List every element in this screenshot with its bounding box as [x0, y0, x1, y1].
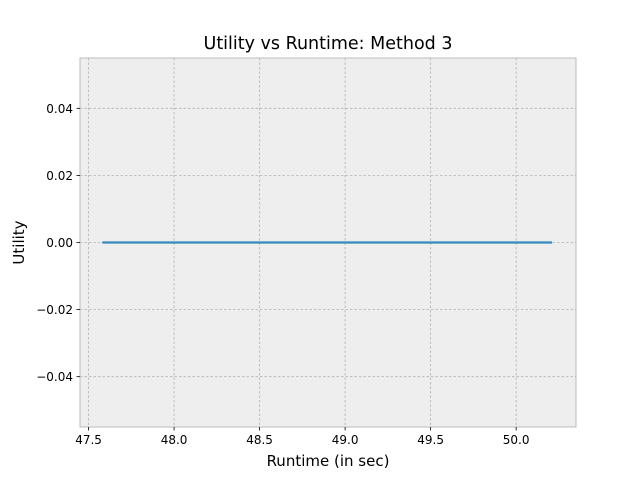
y-tick-label: −0.02 — [36, 303, 73, 317]
x-tick-label: 50.0 — [503, 433, 530, 447]
chart-title: Utility vs Runtime: Method 3 — [204, 34, 453, 54]
x-tick-label: 49.0 — [332, 433, 359, 447]
x-tick-label: 48.0 — [161, 433, 188, 447]
y-tick-label: 0.04 — [46, 102, 73, 116]
x-tick-label: 48.5 — [246, 433, 273, 447]
y-axis-label: Utility — [10, 220, 28, 264]
y-tick-label: −0.04 — [36, 370, 73, 384]
y-tick-label: 0.00 — [46, 236, 73, 250]
y-tick-label: 0.02 — [46, 169, 73, 183]
x-tick-label: 49.5 — [417, 433, 444, 447]
y-axis-ticks: −0.04 −0.02 0.00 0.02 0.04 — [36, 102, 80, 384]
x-axis-ticks: 47.5 48.0 48.5 49.0 49.5 50.0 — [75, 427, 529, 447]
x-axis-label: Runtime (in sec) — [267, 452, 390, 470]
x-tick-label: 47.5 — [75, 433, 102, 447]
